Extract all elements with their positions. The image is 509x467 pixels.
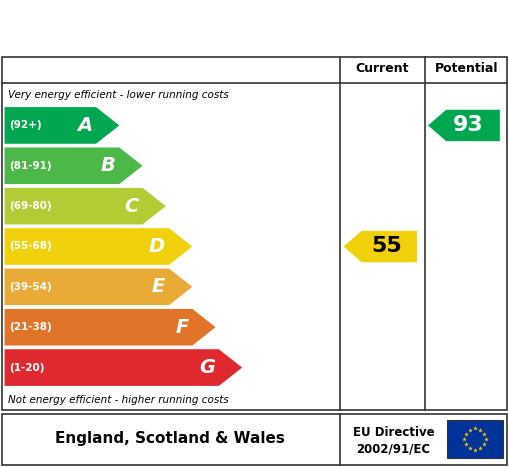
- Bar: [447, 420, 503, 458]
- Polygon shape: [4, 349, 243, 386]
- Text: 55: 55: [371, 236, 402, 256]
- Text: (92+): (92+): [9, 120, 42, 130]
- Polygon shape: [428, 109, 500, 142]
- Polygon shape: [4, 106, 120, 144]
- Text: C: C: [125, 197, 139, 216]
- Polygon shape: [4, 147, 144, 184]
- Text: (1-20): (1-20): [9, 362, 44, 373]
- Text: F: F: [175, 318, 188, 337]
- Text: D: D: [149, 237, 165, 256]
- Polygon shape: [4, 227, 193, 265]
- Text: B: B: [101, 156, 116, 175]
- Text: A: A: [77, 116, 92, 135]
- Text: (81-91): (81-91): [9, 161, 51, 171]
- Text: England, Scotland & Wales: England, Scotland & Wales: [55, 432, 285, 446]
- Text: EU Directive: EU Directive: [353, 426, 434, 439]
- Text: Very energy efficient - lower running costs: Very energy efficient - lower running co…: [8, 90, 229, 100]
- Text: Energy Efficiency Rating: Energy Efficiency Rating: [10, 15, 336, 40]
- Text: (39-54): (39-54): [9, 282, 52, 292]
- Text: Not energy efficient - higher running costs: Not energy efficient - higher running co…: [8, 395, 229, 405]
- Text: Potential: Potential: [435, 63, 498, 75]
- Polygon shape: [4, 187, 166, 225]
- Text: (21-38): (21-38): [9, 322, 52, 332]
- Text: Current: Current: [355, 63, 409, 75]
- Text: 2002/91/EC: 2002/91/EC: [356, 443, 431, 455]
- Text: (69-80): (69-80): [9, 201, 51, 211]
- Polygon shape: [4, 308, 216, 346]
- Polygon shape: [4, 268, 193, 306]
- Text: (55-68): (55-68): [9, 241, 52, 252]
- Polygon shape: [343, 230, 417, 262]
- Text: G: G: [199, 358, 215, 377]
- Text: 93: 93: [453, 115, 483, 135]
- Text: E: E: [152, 277, 165, 297]
